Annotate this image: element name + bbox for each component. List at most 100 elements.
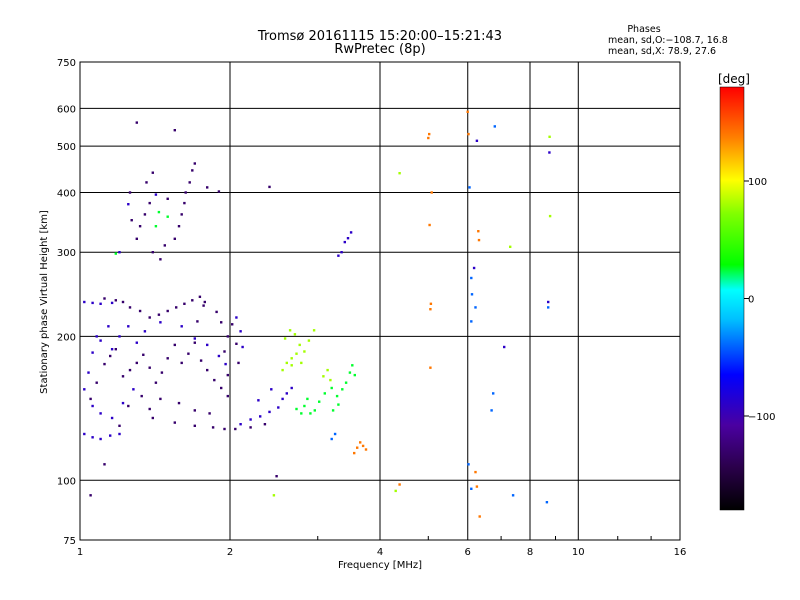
data-point [206, 186, 209, 189]
y-axis-label: Stationary phase Virtual Height [km] [39, 210, 50, 394]
grid-lines [80, 62, 680, 540]
data-point [468, 186, 471, 189]
data-point [180, 361, 183, 365]
x-tick-label: 16 [674, 547, 687, 558]
data-point [183, 302, 186, 305]
data-point [83, 388, 86, 391]
data-point [322, 375, 325, 378]
data-point [472, 266, 476, 270]
data-point [193, 409, 196, 412]
x-tick-label: 10 [572, 547, 585, 558]
data-point [145, 181, 148, 184]
data-point [206, 368, 209, 372]
data-point [118, 424, 121, 427]
data-point [220, 386, 223, 390]
data-point [187, 352, 190, 355]
data-point [114, 299, 117, 302]
data-point [398, 172, 401, 175]
data-point [281, 397, 284, 401]
x-axis: 1 2 4 6 8 10 16 [77, 536, 687, 558]
data-point [492, 392, 495, 395]
data-point [121, 401, 125, 405]
data-point [109, 354, 112, 358]
data-point [99, 339, 102, 342]
data-point [344, 381, 348, 384]
data-point [173, 237, 176, 240]
y-tick-label: 500 [57, 142, 76, 153]
data-point [285, 392, 288, 395]
data-point [142, 353, 145, 356]
data-point [114, 348, 117, 351]
data-point [270, 388, 273, 391]
data-point [177, 225, 181, 228]
x-axis-label: Frequency [MHz] [338, 560, 422, 571]
data-point [132, 388, 135, 391]
data-point [154, 381, 158, 384]
colorbar-gradient [719, 86, 745, 511]
data-point [281, 368, 284, 372]
data-point [135, 341, 138, 344]
data-point [208, 412, 211, 415]
data-point [428, 223, 431, 227]
data-point [478, 515, 481, 518]
data-point [226, 394, 229, 398]
data-point [318, 400, 321, 403]
data-point [173, 129, 176, 132]
data-point [249, 426, 252, 429]
data-point [306, 397, 309, 401]
data-point [272, 494, 276, 497]
data-point [303, 404, 306, 408]
data-point [548, 135, 551, 138]
data-point [309, 412, 312, 415]
data-point [103, 463, 106, 466]
data-point [329, 378, 332, 382]
colorbar: [deg] −100 0 100 [718, 72, 775, 511]
data-point [203, 300, 206, 304]
data-point [545, 501, 549, 504]
data-point [157, 313, 161, 316]
data-point [130, 219, 133, 222]
data-point [226, 373, 229, 377]
y-axis: 75 100 200 300 400 500 600 750 [57, 58, 76, 547]
data-point [509, 245, 512, 248]
data-point [429, 302, 433, 305]
data-point [99, 302, 102, 305]
data-point [428, 132, 431, 136]
data-point [313, 409, 316, 412]
data-point [110, 301, 114, 305]
data-point [148, 407, 151, 411]
data-point [470, 276, 473, 280]
data-point [89, 494, 92, 497]
chart-subtitle: RwPretec (8p) [334, 42, 425, 57]
data-point [547, 300, 550, 304]
data-point [196, 320, 199, 323]
data-point [193, 341, 196, 344]
data-point [235, 342, 238, 345]
x-tick-label: 1 [77, 547, 83, 558]
data-point [343, 240, 346, 244]
data-point [95, 381, 98, 384]
colorbar-tick-label: −100 [748, 412, 775, 423]
data-point [198, 295, 202, 298]
data-point [163, 244, 166, 247]
data-point [159, 258, 162, 261]
data-point [249, 418, 252, 421]
x-tick-label: 6 [465, 547, 471, 558]
data-point [191, 299, 194, 302]
data-point [335, 394, 339, 398]
data-point [298, 343, 301, 347]
data-point [548, 214, 552, 218]
data-point [95, 335, 98, 338]
data-point [184, 191, 187, 194]
data-point [470, 293, 474, 296]
data-point [283, 337, 287, 340]
data-point [356, 446, 359, 449]
data-point [135, 361, 138, 365]
data-point [323, 392, 326, 395]
data-point [467, 463, 470, 466]
data-point [193, 424, 196, 427]
x-tick-label: 4 [377, 547, 383, 558]
data-point [180, 213, 183, 216]
y-tick-label: 100 [57, 476, 76, 487]
data-point [166, 215, 169, 218]
